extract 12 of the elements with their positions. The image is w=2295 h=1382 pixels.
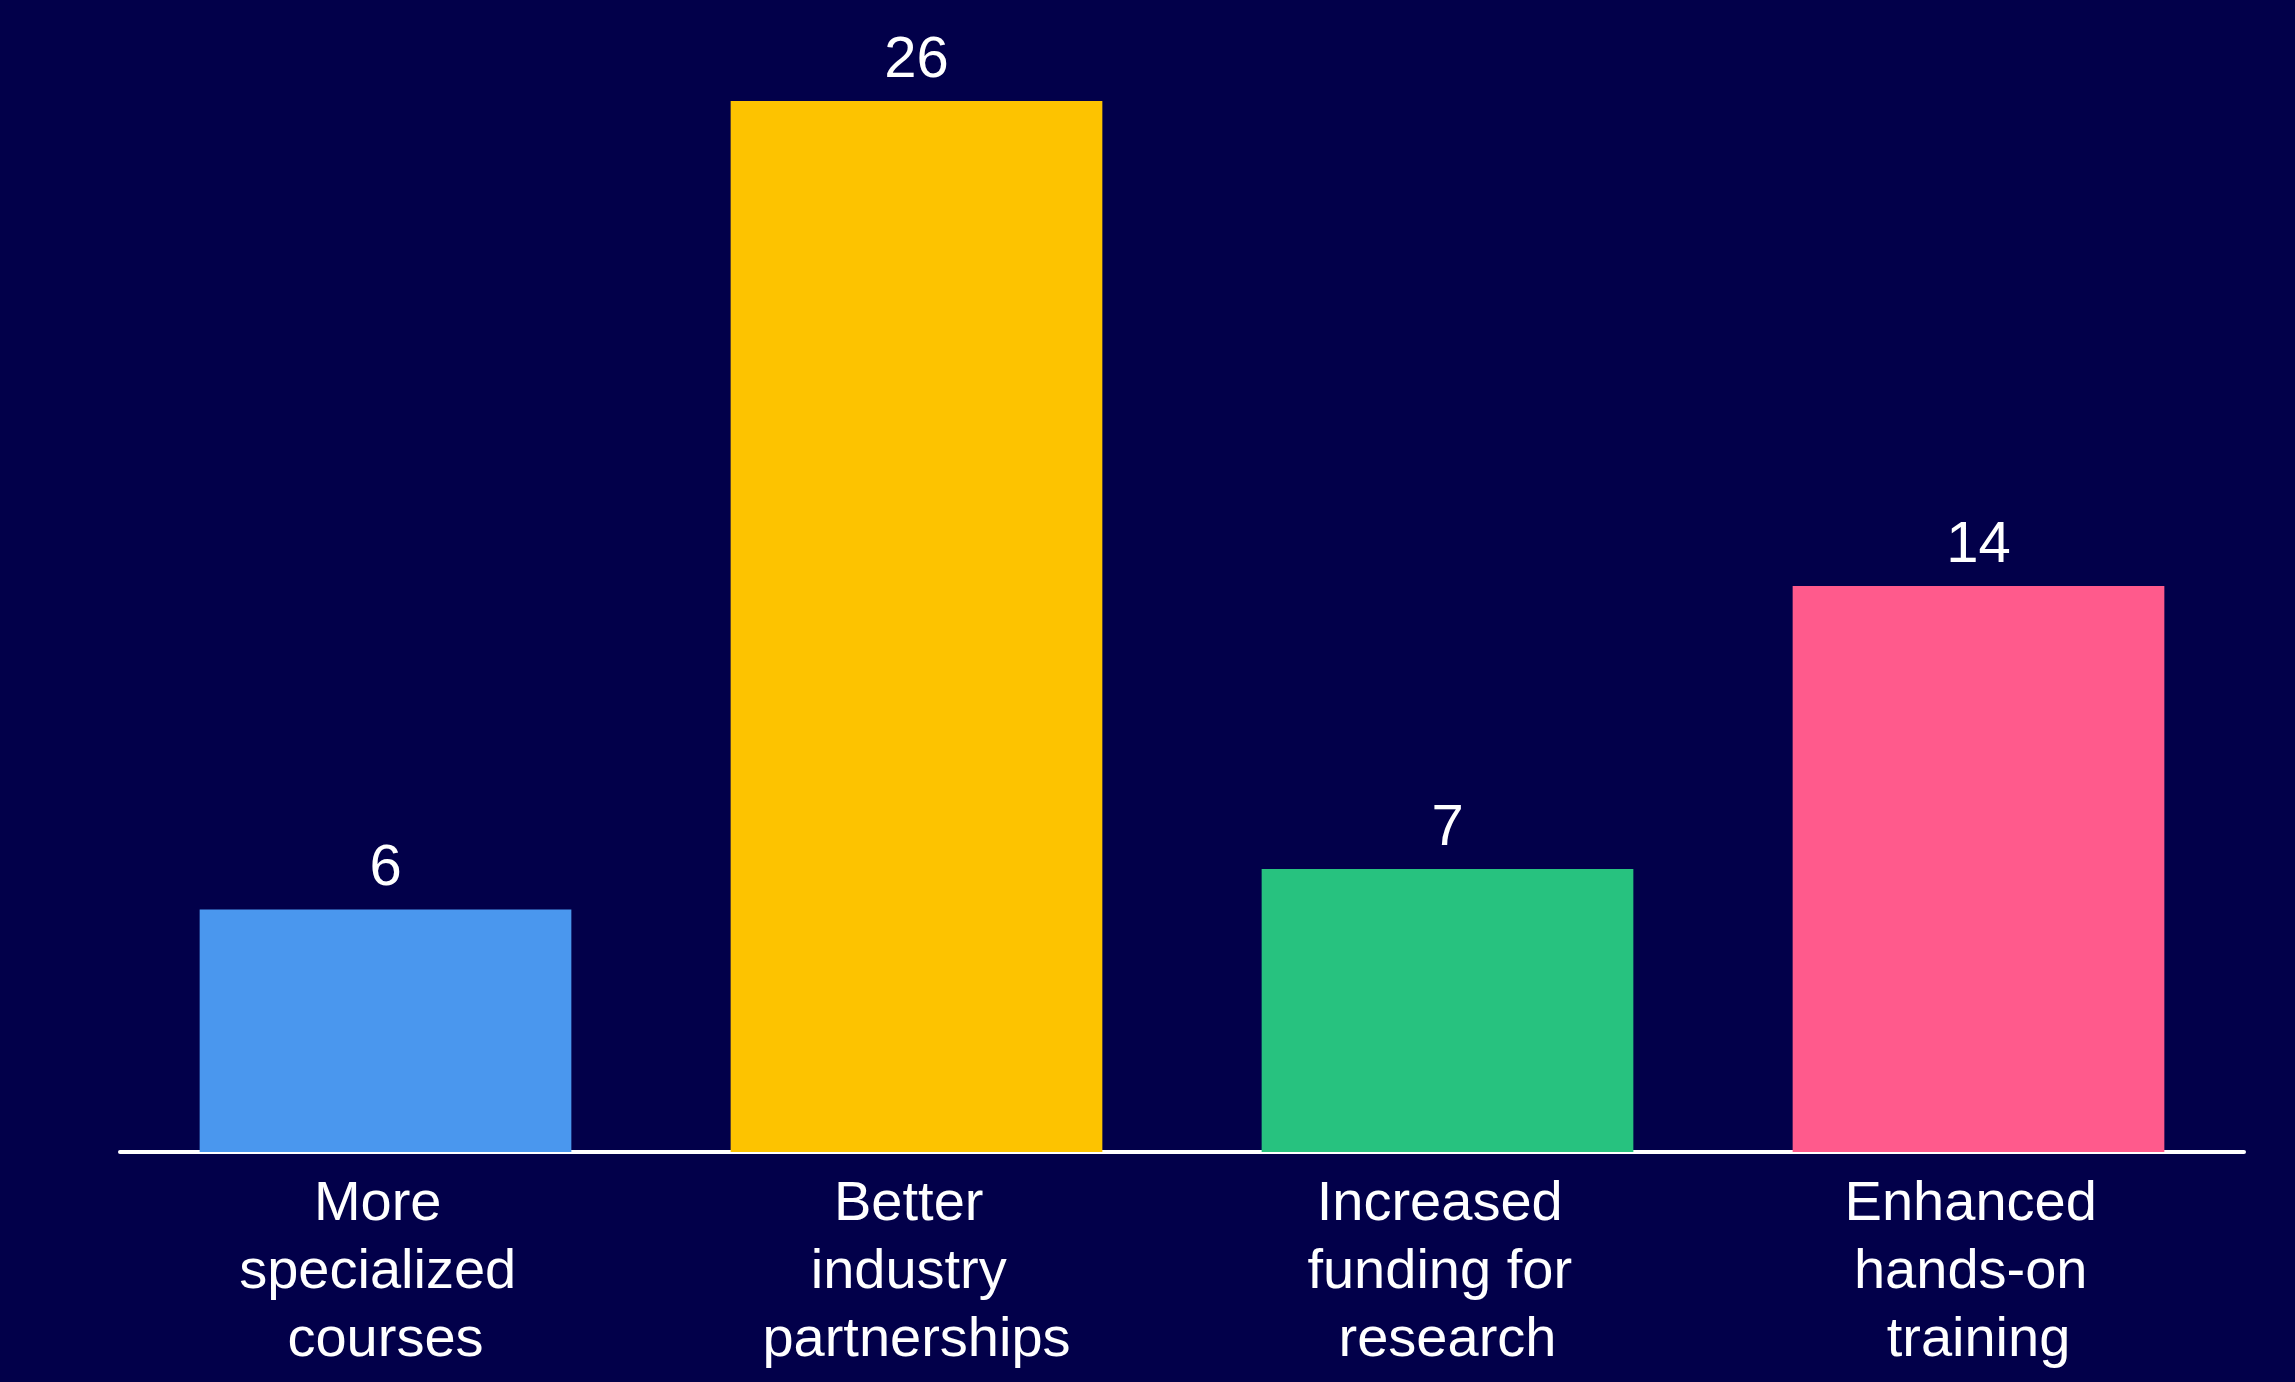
data-label: 7 [1431,791,1464,857]
x-tick-label: Better industry partnerships [762,1168,1071,1368]
x-tick-label: More specialized courses [239,1168,532,1368]
data-label: 14 [1946,508,2011,574]
bar [730,101,1103,1152]
bar [1261,869,1634,1152]
data-label: 26 [884,23,949,89]
x-tick-label: Enhanced hands-on training [1844,1168,2113,1368]
data-label: 6 [369,831,402,897]
bar [1792,586,2165,1152]
x-tick-label: Increased funding for research [1307,1168,1588,1368]
bar [199,909,572,1152]
